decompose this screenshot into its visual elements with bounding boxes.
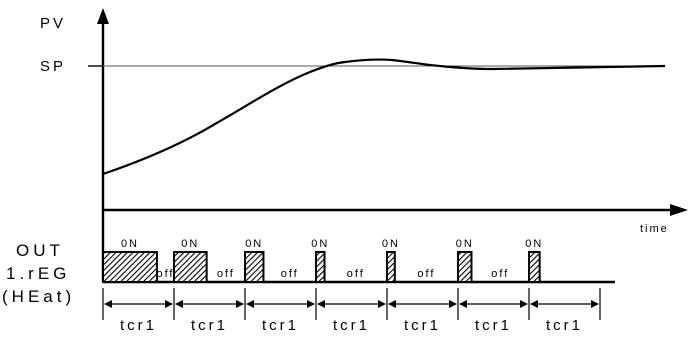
on-label-6: 0N: [456, 238, 474, 250]
on-label-7: 0N: [525, 238, 543, 250]
on-label-1: 0N: [121, 238, 139, 250]
cycle-arrow-left-4: [317, 300, 325, 308]
on-label-3: 0N: [245, 238, 263, 250]
cycle-label-6: tcr1: [475, 317, 512, 334]
cycle-label-1: tcr1: [120, 317, 157, 334]
off-label-5: off: [417, 268, 435, 280]
time-axis-arrow: [670, 204, 688, 216]
on-label-2: 0N: [181, 238, 199, 250]
output-pulses: 0N off 0N off 0N off 0N off 0N off 0N off 0N: [102, 238, 543, 283]
off-label-6: off: [491, 268, 509, 280]
cycle-arrow-left-1: [104, 300, 112, 308]
cycle-markers: tcr1 tcr1 tcr1 tcr1 tcr1 tcr1 tcr1: [102, 288, 601, 334]
output-label-line3: (HEat): [2, 287, 75, 306]
cycle-label-3: tcr1: [262, 317, 299, 334]
pv-curve: [102, 58, 666, 176]
output-pulse-1: [102, 251, 158, 283]
off-label-1: off: [156, 268, 174, 280]
cycle-label-2: tcr1: [191, 317, 228, 334]
cycle-arrow-right-2: [236, 300, 244, 308]
output-pulse-7: [528, 251, 541, 283]
on-label-4: 0N: [311, 238, 329, 250]
cycle-arrow-right-4: [378, 300, 386, 308]
off-label-4: off: [347, 268, 365, 280]
cycle-arrow-right-7: [591, 300, 599, 308]
on-label-5: 0N: [382, 238, 400, 250]
cycle-arrow-right-5: [449, 300, 457, 308]
cycle-arrow-left-7: [530, 300, 538, 308]
output-pulse-3: [244, 251, 265, 283]
output-label-line1: OUT: [16, 241, 64, 260]
output-label-line2: 1.rEG: [6, 264, 70, 283]
output-pulse-4: [315, 251, 326, 283]
cycle-arrow-left-2: [175, 300, 183, 308]
cycle-arrow-right-3: [307, 300, 315, 308]
cycle-arrow-left-5: [388, 300, 396, 308]
y-axis-arrow: [97, 8, 109, 24]
cycle-label-5: tcr1: [404, 317, 441, 334]
output-pulse-6: [457, 251, 473, 283]
cycle-arrow-right-6: [520, 300, 528, 308]
pv-axis-label: PV: [40, 15, 66, 32]
cycle-label-7: tcr1: [546, 317, 583, 334]
cycle-arrow-right-1: [165, 300, 173, 308]
sp-label: SP: [40, 58, 66, 75]
output-pulse-5: [386, 251, 396, 283]
cycle-arrow-left-6: [459, 300, 467, 308]
cycle-label-4: tcr1: [333, 317, 370, 334]
off-label-3: off: [281, 268, 299, 280]
cycle-arrow-left-3: [246, 300, 254, 308]
output-pulse-2: [173, 251, 208, 283]
off-label-2: off: [217, 268, 235, 280]
time-axis-label: time: [640, 223, 669, 235]
